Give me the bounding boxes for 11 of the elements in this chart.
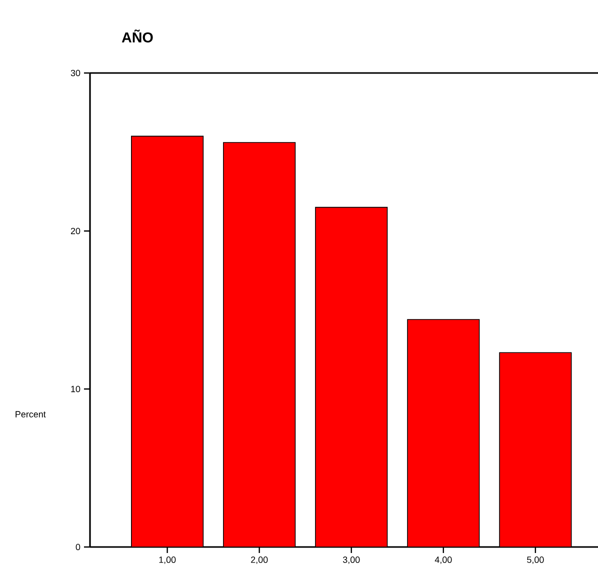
y-tick-label: 30	[70, 70, 80, 76]
x-tick-label: 4,00	[434, 556, 452, 564]
x-tick-label: 3,00	[342, 556, 360, 564]
x-tick-label: 1,00	[159, 556, 176, 564]
x-tick-label: 2,00	[251, 556, 268, 564]
chart-title: AÑO	[122, 30, 153, 42]
y-tick-label: 20	[70, 228, 80, 234]
y-axis-title: Percent	[16, 411, 46, 418]
y-tick-label: 0	[76, 544, 80, 550]
y-tick-label: 10	[71, 386, 80, 392]
x-tick-label: 5,00	[527, 556, 544, 564]
